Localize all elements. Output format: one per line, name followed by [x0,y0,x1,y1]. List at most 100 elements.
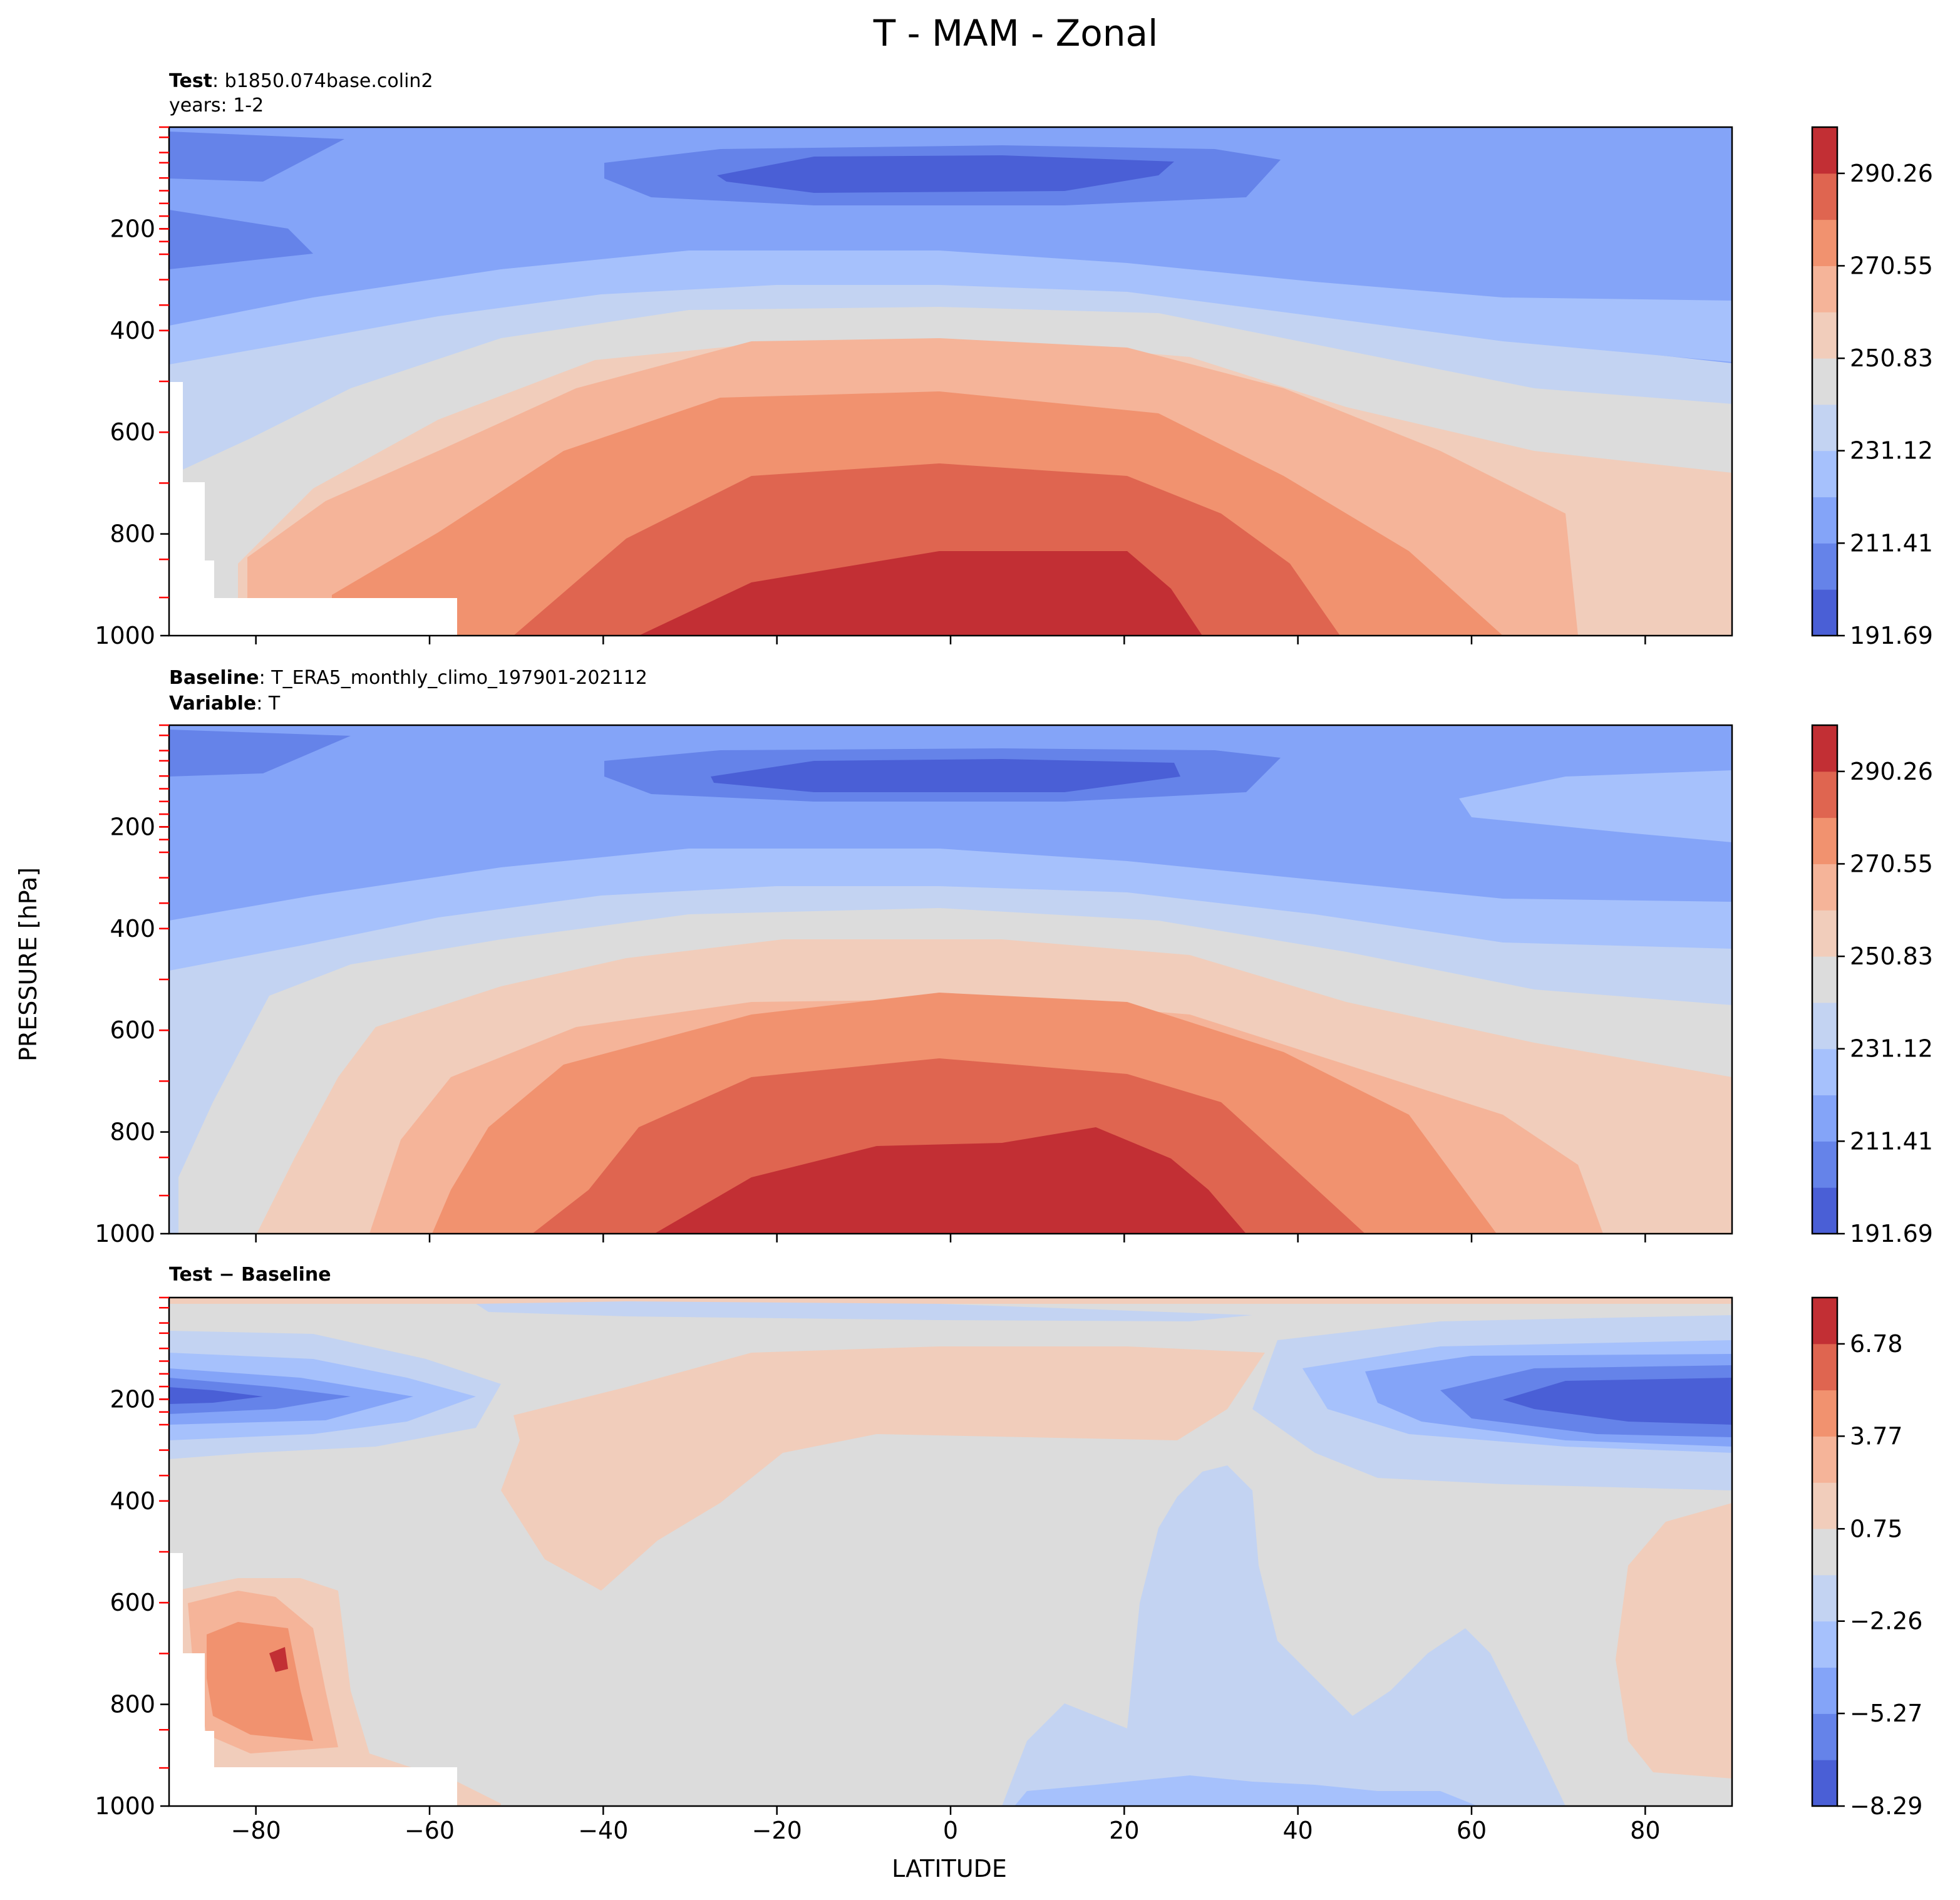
panel-diff: Test − Baseline [95,1264,1922,1844]
colorbar-band [1812,1760,1837,1807]
contour-band [169,210,313,269]
contour-band [169,849,1732,971]
colorbar-band [1812,219,1837,266]
x-tick-label: 60 [1457,1817,1487,1844]
x-tick-label: 0 [943,1817,958,1844]
colorbar-tick-label: 191.69 [1850,1220,1933,1247]
contour-band [1014,1775,1478,1806]
panel-diff-colorbar: −8.29 −5.27 −2.26 0.75 3.77 6.78 [1811,1296,1922,1820]
x-tick-label: −20 [752,1817,802,1844]
y-tick-label: 600 [110,1016,155,1044]
colorbar-band [1812,589,1837,636]
panel-diff-contours [169,1298,1732,1806]
colorbar-band [1812,1436,1837,1483]
y-tick-label: 200 [110,215,155,242]
panel-baseline-subtitle-1: Baseline: T_ERA5_monthly_climo_197901-20… [169,667,647,689]
colorbar-tick-label: −8.29 [1850,1792,1922,1820]
contour-band [1002,1465,1565,1806]
y-tick-label: 400 [110,317,155,344]
colorbar-band [1812,1095,1837,1142]
colorbar-tick-label: 250.83 [1850,942,1933,970]
colorbar-band [1812,358,1837,405]
x-tick-label: −80 [231,1817,281,1844]
y-tick-label: 400 [110,1487,155,1515]
panel-baseline-subtitle-2: Variable: T [169,693,281,715]
colorbar-tick-label: 290.26 [1850,758,1933,785]
colorbar-tick-label: 270.55 [1850,252,1933,279]
panel-test-subtitle-1: Test: b1850.074base.colin2 [169,70,433,92]
panel-test-axis-ticks: 200 400 600 800 1000 [95,126,1646,649]
colorbar-band [1812,1667,1837,1714]
colorbar-band [1812,312,1837,359]
missing-region [169,598,457,636]
colorbar-band [1812,1141,1837,1188]
colorbar-band [1812,817,1837,864]
colorbar-band [1812,1390,1837,1437]
contour-band [1503,1378,1732,1425]
colorbar-band [1812,1482,1837,1529]
colorbar-band [1812,1713,1837,1760]
colorbar-frame [1811,724,1839,1235]
colorbar-tick-label: 290.26 [1850,160,1933,187]
colorbar-tick-label: −5.27 [1850,1700,1922,1727]
colorbar-tick-label: 231.12 [1850,437,1933,465]
colorbar-band [1812,1002,1837,1050]
missing-region [169,1767,457,1806]
y-tick-label: 800 [110,1691,155,1718]
colorbar-band [1812,497,1837,544]
colorbar-band [1812,404,1837,452]
panel-diff-subtitle-1: Test − Baseline [169,1264,331,1286]
contour-band [169,1298,1732,1304]
colorbar-band [1812,1298,1837,1345]
y-tick-label: 1000 [95,1792,155,1820]
y-tick-label: 1000 [95,622,155,649]
colorbar-tick-label: −2.26 [1850,1608,1922,1635]
y-tick-label: 800 [110,520,155,548]
panel-diff-axis-ticks: −80 −60 −40 −20 0 20 40 60 80 200 400 600 800 1000 [95,1296,1661,1844]
colorbar-frame [1811,126,1839,637]
contour-band [501,1346,1265,1591]
colorbar-tick-label: 231.12 [1850,1035,1933,1063]
panel-baseline-colorbar: 191.69 211.41 231.12 250.83 270.55 290.26 [1811,724,1933,1247]
contour-band [1459,770,1732,842]
colorbar-band [1812,543,1837,590]
contour-band [711,759,1180,792]
y-tick-label: 200 [110,813,155,840]
colorbar-band [1812,725,1837,772]
x-tick-label: 40 [1282,1817,1313,1844]
x-tick-label: 80 [1630,1817,1660,1844]
x-axis-label: LATITUDE [892,1855,1007,1882]
contour-band [169,1387,263,1404]
panel-test-colorbar: 191.69 211.41 231.12 250.83 270.55 290.26 [1811,126,1933,649]
colorbar-band [1812,450,1837,498]
y-axis-label: PRESSURE [hPa] [14,867,42,1061]
colorbar-band [1812,771,1837,818]
colorbar-tick-label: 211.41 [1850,1127,1933,1155]
colorbar-tick-label: 250.83 [1850,344,1933,372]
y-tick-label: 800 [110,1118,155,1146]
colorbar-tick-label: 191.69 [1850,622,1933,649]
y-tick-label: 1000 [95,1220,155,1247]
x-tick-label: 20 [1109,1817,1139,1844]
colorbar-band [1812,1048,1837,1096]
contour-band [1616,1503,1732,1779]
y-tick-label: 400 [110,915,155,942]
colorbar-band [1812,1343,1837,1391]
colorbar-band [1812,1529,1837,1576]
x-tick-label: −60 [405,1817,455,1844]
contour-band [169,132,344,182]
contour-band [639,551,1202,636]
panel-baseline-axis-ticks: 200 400 600 800 1000 [95,724,1646,1247]
colorbar-tick-label: 0.75 [1850,1515,1903,1542]
y-tick-label: 200 [110,1385,155,1413]
panel-baseline-contours [169,725,1732,1234]
contour-band [476,1301,1252,1321]
colorbar-band [1812,1621,1837,1668]
contour-band [654,1127,1246,1234]
panel-test: Test: b1850.074base.colin2 years: 1-2 20… [95,70,1933,649]
missing-region [169,560,214,636]
colorbar-band [1812,956,1837,1003]
x-tick-label: −40 [578,1817,628,1844]
colorbar-tick-label: 3.77 [1850,1422,1903,1450]
